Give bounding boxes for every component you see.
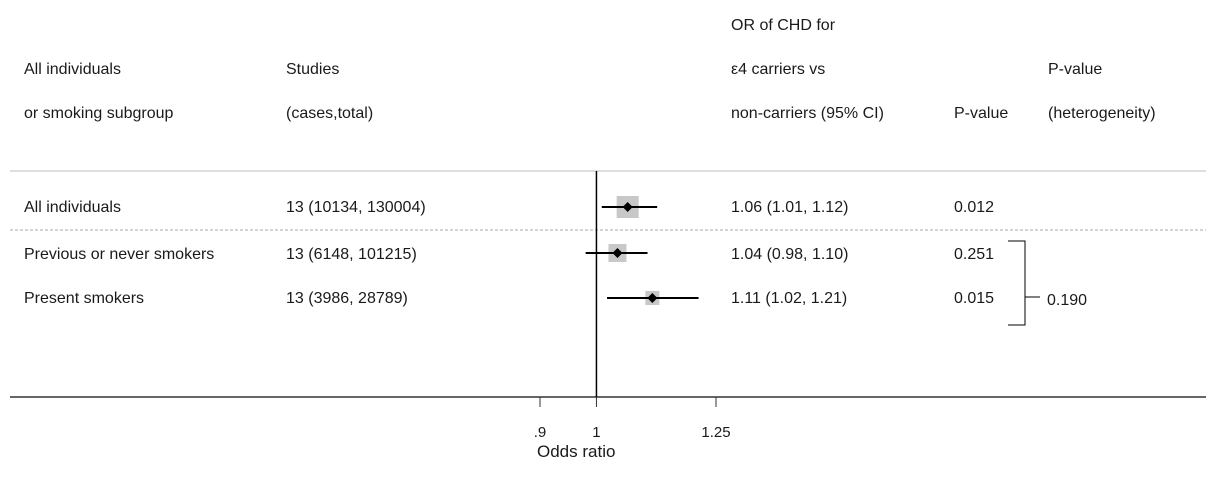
heterogeneity-p: 0.190 [1047, 292, 1088, 309]
row-studies-all: 13 (10134, 130004) [286, 199, 426, 216]
x-tick-label: .9 [534, 424, 547, 441]
row-p-present-smokers: 0.015 [954, 290, 995, 307]
row-p-never-smokers: 0.251 [954, 246, 995, 263]
heterogeneity-bracket [1008, 240, 1040, 326]
row-studies-present-smokers: 13 (3986, 28789) [286, 290, 408, 307]
header-or-line2: ε4 carriers vs [731, 61, 826, 78]
header-pvalue: P-value [954, 105, 1009, 122]
header-pvalue-het-line2: (heterogeneity) [1048, 105, 1156, 122]
header-or-line3: non-carriers (95% CI) [731, 105, 884, 122]
x-tick-label: 1 [592, 424, 600, 441]
row-studies-never-smokers: 13 (6148, 101215) [286, 246, 417, 263]
header-subgroup-line2: or smoking subgroup [24, 105, 174, 122]
x-tick-label: 1.25 [701, 424, 730, 441]
x-axis-label: Odds ratio [537, 442, 616, 461]
row-or-all: 1.06 (1.01, 1.12) [731, 199, 849, 216]
header-studies-line2: (cases,total) [286, 105, 374, 122]
point-estimate [622, 202, 633, 212]
row-label-all: All individuals [24, 199, 121, 216]
row-label-present-smokers: Present smokers [24, 290, 145, 307]
row-label-never-smokers: Previous or never smokers [24, 246, 215, 263]
point-estimate [647, 293, 658, 303]
header-or-line1: OR of CHD for [731, 17, 836, 34]
row-or-never-smokers: 1.04 (0.98, 1.10) [731, 246, 849, 263]
header-studies-line1: Studies [286, 61, 340, 78]
row-p-all: 0.012 [954, 199, 995, 216]
header-pvalue-het-line1: P-value [1048, 61, 1103, 78]
header-subgroup-line1: All individuals [24, 61, 121, 78]
point-estimate [612, 248, 623, 258]
row-or-present-smokers: 1.11 (1.02, 1.21) [731, 290, 848, 307]
